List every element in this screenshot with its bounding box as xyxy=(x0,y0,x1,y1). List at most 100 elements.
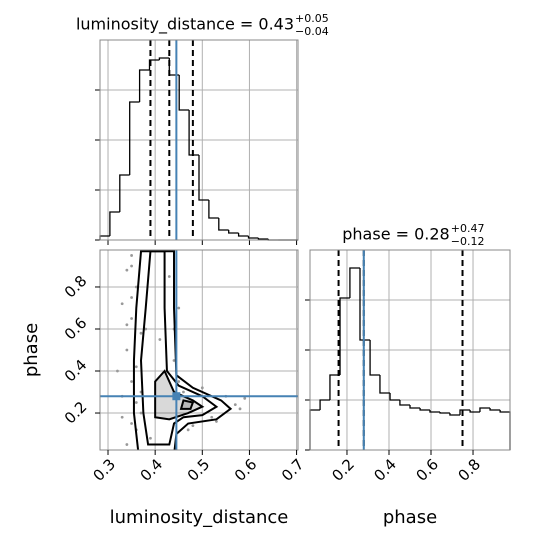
hist-bar xyxy=(169,75,179,240)
hist-step xyxy=(188,110,199,156)
hist-bar xyxy=(420,410,430,450)
hist-step xyxy=(208,200,219,219)
panel-frame xyxy=(99,39,299,241)
sample-point xyxy=(243,396,247,400)
sample-point xyxy=(120,302,124,306)
sample-point xyxy=(200,386,204,390)
hist-bar xyxy=(130,102,140,240)
sample-point xyxy=(130,254,133,257)
x-tick-label: 0.8 xyxy=(454,455,484,485)
hist-bar xyxy=(440,413,450,450)
x-tick-label: 0.6 xyxy=(412,455,442,485)
contour xyxy=(132,250,233,450)
hist-step xyxy=(257,238,269,240)
x-tick-label: 0.6 xyxy=(231,455,261,485)
hist-step xyxy=(379,375,391,394)
hist-step xyxy=(247,236,259,239)
panel-title: luminosity_distance = 0.43 xyxy=(76,15,294,35)
hist-bar xyxy=(340,298,350,450)
hist-step xyxy=(459,409,471,415)
x-axis-label: phase xyxy=(383,507,437,528)
hist-bar xyxy=(460,410,470,450)
hist-bar xyxy=(179,110,189,240)
hist-step xyxy=(439,412,450,414)
hist-bar xyxy=(140,70,150,240)
sample-point xyxy=(238,407,242,411)
y-tick-label: 0.4 xyxy=(61,356,91,386)
sample-point xyxy=(134,401,138,404)
plot-area xyxy=(100,250,298,450)
hist-step xyxy=(359,268,371,341)
hist-bar xyxy=(410,408,420,450)
sample-point xyxy=(130,422,133,425)
hist-step xyxy=(339,297,350,375)
hist-step xyxy=(479,407,491,412)
hist-step xyxy=(499,410,511,450)
hist-step xyxy=(449,413,460,416)
title-sub: −0.12 xyxy=(451,235,485,248)
hist-step xyxy=(419,408,430,411)
hist-bar xyxy=(159,58,169,240)
sample-point xyxy=(116,369,119,373)
sample-point xyxy=(130,264,133,268)
panel-frame xyxy=(309,249,511,451)
hist-bar xyxy=(229,233,239,240)
hist-step xyxy=(409,405,421,409)
sample-point xyxy=(158,338,162,341)
hist-step xyxy=(429,410,441,413)
hist-bar xyxy=(360,340,370,450)
sample-point xyxy=(120,415,124,419)
hist-step xyxy=(218,218,229,231)
x-tick-label: 0.2 xyxy=(328,455,358,485)
sample-point xyxy=(130,296,133,299)
hist-step xyxy=(309,409,321,450)
hist-step xyxy=(319,399,330,410)
hist-step xyxy=(237,233,249,237)
y-axis-label: phase xyxy=(21,323,42,377)
hist-bar xyxy=(209,218,219,240)
sample-point xyxy=(210,415,214,419)
hist-step xyxy=(469,410,480,413)
sample-point xyxy=(139,331,143,335)
hist-step xyxy=(349,267,360,298)
hist-bar xyxy=(500,412,510,450)
hist-bar xyxy=(189,155,199,240)
sample-point xyxy=(125,443,129,446)
sample-point xyxy=(177,380,181,383)
hist-step xyxy=(369,340,380,376)
hist-bar xyxy=(390,400,400,450)
sample-point xyxy=(139,411,143,415)
x-tick-label: 0.4 xyxy=(370,455,400,485)
hist-bar xyxy=(350,268,360,450)
hist-bar xyxy=(490,410,500,450)
sample-point xyxy=(130,317,133,320)
hist-step xyxy=(168,58,180,76)
y-tick-label: 0.6 xyxy=(61,314,91,344)
title-sup: +0.05 xyxy=(295,12,329,25)
truth-point xyxy=(172,392,181,401)
hist-bar xyxy=(470,412,480,450)
hist-step xyxy=(109,211,120,236)
hist-step xyxy=(329,374,341,400)
y-tick-label: 0.8 xyxy=(61,272,91,302)
hist-bar xyxy=(120,175,130,240)
sample-point xyxy=(172,359,176,362)
sample-point xyxy=(125,268,129,272)
title-sup: +0.47 xyxy=(451,222,485,235)
title-sub: −0.04 xyxy=(295,25,329,38)
hist-bar xyxy=(199,200,209,240)
sample-point xyxy=(233,403,237,407)
sample-point xyxy=(182,390,185,394)
x-tick-label: 0.7 xyxy=(278,455,308,485)
panel-title: phase = 0.28 xyxy=(342,225,449,244)
hist-step xyxy=(198,155,209,201)
sample-point xyxy=(125,348,129,352)
hist-step xyxy=(178,75,190,111)
panel-frame xyxy=(99,249,299,451)
hist-bar xyxy=(370,375,380,450)
hist-bar xyxy=(480,408,490,450)
x-tick-label: 0.4 xyxy=(137,455,167,485)
x-tick-label: 0.3 xyxy=(89,455,119,485)
hist-bar xyxy=(400,405,410,450)
sample-point xyxy=(144,327,148,331)
